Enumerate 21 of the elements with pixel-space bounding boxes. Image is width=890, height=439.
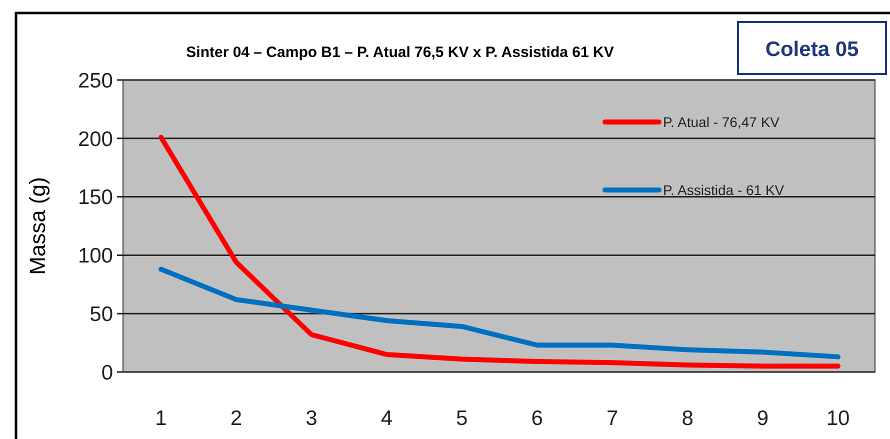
x-tick-label: 7	[606, 407, 618, 430]
chart-title: Sinter 04 – Campo B1 – P. Atual 76,5 KV x P. Assistida 61 KV	[186, 44, 614, 61]
y-tick-label: 200	[78, 128, 113, 151]
x-tick-label: 4	[380, 407, 393, 430]
legend-label: P. Atual - 76,47 KV	[663, 114, 780, 130]
x-tick-label: 5	[456, 407, 468, 430]
x-tick-label: 9	[756, 407, 769, 430]
x-tick-label: 2	[230, 407, 242, 430]
legend-label: P. Assistida - 61 KV	[663, 182, 785, 198]
x-tick-label: 6	[531, 407, 543, 430]
y-tick-label: 150	[78, 186, 113, 210]
x-tick-label: 3	[306, 407, 318, 430]
text: Coleta 05	[765, 38, 860, 61]
y-tick-label: 0	[101, 361, 113, 384]
x-tick-label: 10	[826, 407, 850, 430]
x-tick-label: 8	[682, 407, 694, 430]
y-tick-label: 250	[78, 69, 113, 92]
y-tick-label: 50	[90, 302, 113, 326]
y-tick-label: 100	[78, 244, 113, 268]
y-axis-title: Massa (g)	[25, 177, 50, 275]
x-tick-label: 1	[155, 407, 167, 430]
